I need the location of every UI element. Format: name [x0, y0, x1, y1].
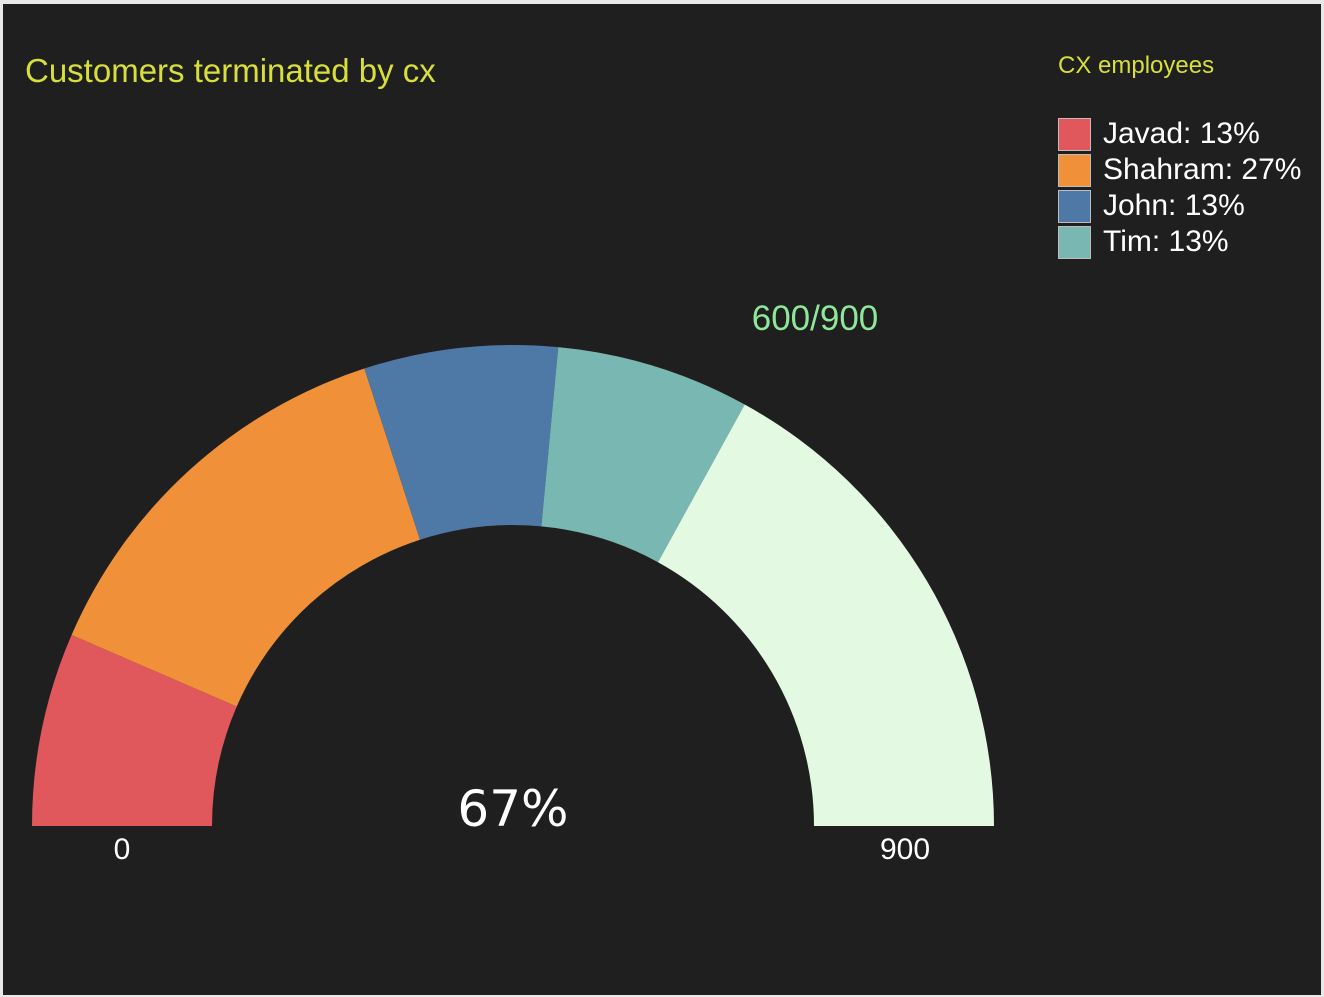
- gauge-segment-javad[interactable]: [32, 634, 237, 826]
- legend-title: CX employees: [1058, 52, 1215, 79]
- legend-label-javad: Javad: 13%: [1103, 117, 1260, 150]
- gauge-min-label: 0: [114, 833, 131, 866]
- gauge-segment-tim[interactable]: [541, 347, 745, 563]
- gauge-segment-remaining[interactable]: [658, 404, 994, 827]
- legend-label-shahram: Shahram: 27%: [1103, 153, 1302, 186]
- gauge-arcs: [32, 344, 994, 827]
- gauge-segment-john[interactable]: [364, 344, 559, 540]
- legend-swatch-javad: [1058, 117, 1091, 151]
- gauge-max-label: 900: [880, 833, 930, 866]
- legend: Javad: 13% Shahram: 27% John: 13% Tim: 1…: [1058, 116, 1301, 260]
- gauge-center-percent: 67%: [457, 780, 568, 838]
- legend-swatch-tim: [1058, 225, 1091, 259]
- legend-swatch-shahram: [1058, 153, 1091, 187]
- legend-swatch-john: [1058, 189, 1091, 223]
- gauge-value-label: 600/900: [752, 299, 879, 338]
- legend-item-javad[interactable]: Javad: 13%: [1058, 116, 1301, 152]
- legend-label-john: John: 13%: [1103, 189, 1245, 222]
- chart-title: Customers terminated by cx: [25, 52, 436, 89]
- gauge-chart: 600/900 67% 0 900: [32, 299, 994, 866]
- legend-item-shahram[interactable]: Shahram: 27%: [1058, 152, 1301, 188]
- gauge-segment-shahram[interactable]: [71, 368, 420, 707]
- chart-panel: 600/900 67% 0 900 Customers terminated b…: [3, 4, 1321, 995]
- legend-item-tim[interactable]: Tim: 13%: [1058, 224, 1301, 260]
- legend-label-tim: Tim: 13%: [1103, 225, 1229, 258]
- legend-item-john[interactable]: John: 13%: [1058, 188, 1301, 224]
